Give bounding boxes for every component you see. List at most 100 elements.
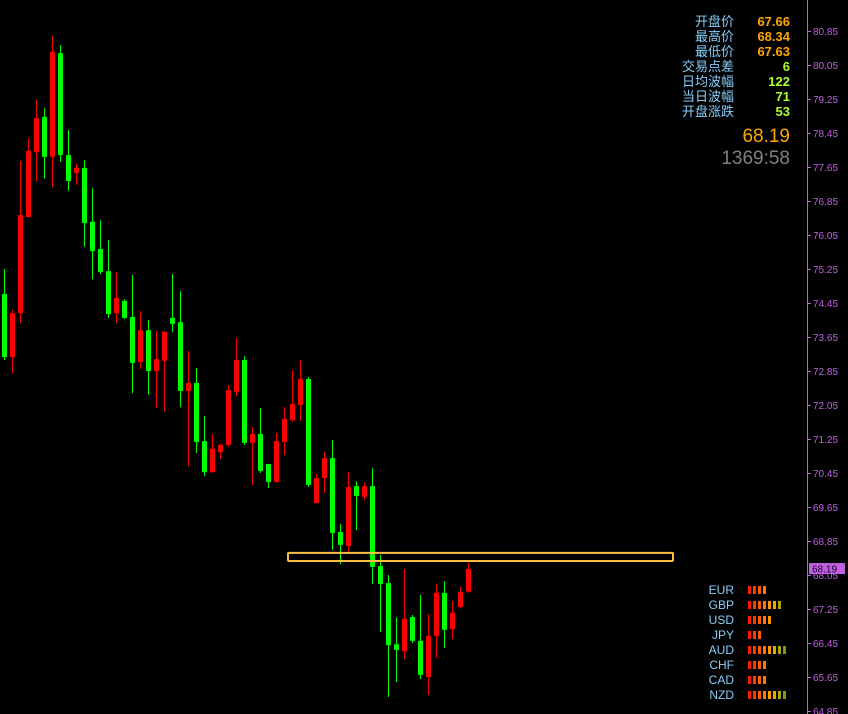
candle-bullish[interactable]: [346, 487, 351, 547]
strength-bar: [748, 615, 751, 624]
candle-bullish[interactable]: [138, 330, 143, 363]
candle-bearish[interactable]: [306, 379, 311, 485]
price-zone-rectangle[interactable]: [287, 551, 674, 562]
candle-bearish[interactable]: [354, 486, 359, 496]
info-value: 53: [775, 104, 790, 119]
candle-bullish[interactable]: [314, 478, 319, 504]
currency-label: EUR: [708, 582, 734, 597]
candle-bullish[interactable]: [458, 592, 463, 607]
candle-bearish[interactable]: [66, 155, 71, 182]
candle-bullish[interactable]: [34, 118, 39, 153]
candle-bullish[interactable]: [74, 167, 79, 173]
candle-bearish[interactable]: [394, 644, 399, 650]
candle-bullish[interactable]: [250, 433, 255, 443]
candle-bullish[interactable]: [290, 404, 295, 420]
info-row: 当日波幅 71: [660, 89, 790, 104]
strength-bar: [758, 615, 761, 624]
candle-bearish[interactable]: [2, 294, 7, 357]
candle-bullish[interactable]: [402, 618, 407, 652]
tick-label: 66.45: [813, 639, 838, 650]
info-value: 67.66: [757, 14, 790, 29]
candle-bullish[interactable]: [274, 441, 279, 482]
candle-bullish[interactable]: [434, 592, 439, 636]
candle-bearish[interactable]: [42, 116, 47, 157]
candle-bearish[interactable]: [170, 317, 175, 324]
candle-bearish[interactable]: [442, 592, 447, 630]
strength-bar: [748, 645, 751, 654]
info-label: 开盘涨跌: [681, 104, 734, 119]
candle-bearish[interactable]: [82, 167, 87, 224]
tick-label: 74.45: [813, 299, 838, 310]
candle-bearish[interactable]: [130, 317, 135, 363]
candle-bullish[interactable]: [298, 379, 303, 405]
candle-bearish[interactable]: [338, 532, 343, 545]
current-price-marker: 68.19: [809, 563, 845, 576]
strength-bar: [773, 600, 776, 609]
strength-bar: [758, 645, 761, 654]
tick-label: 71.25: [813, 435, 838, 446]
candle-bearish[interactable]: [258, 433, 263, 471]
candle-bearish[interactable]: [58, 53, 63, 156]
strength-bar: [778, 600, 781, 609]
candle-bearish[interactable]: [410, 617, 415, 641]
tick-label: 64.85: [813, 707, 838, 714]
tick-label: 65.65: [813, 673, 838, 684]
candle-bullish[interactable]: [26, 150, 31, 218]
info-row: 交易点差 6: [660, 59, 790, 74]
info-label: 交易点差: [681, 59, 734, 74]
candle-bullish[interactable]: [114, 297, 119, 314]
strength-bar: [753, 690, 756, 699]
info-row: 开盘涨跌 53: [660, 104, 790, 119]
candle-bullish[interactable]: [10, 313, 15, 357]
info-value: 122: [768, 74, 790, 89]
candle-bearish[interactable]: [386, 583, 391, 646]
candle-bearish[interactable]: [178, 322, 183, 391]
tick-label: 76.85: [813, 197, 838, 208]
candle-bullish[interactable]: [466, 569, 471, 592]
candle-bearish[interactable]: [418, 640, 423, 675]
candle-bullish[interactable]: [282, 419, 287, 442]
info-value: 6: [782, 59, 790, 74]
tick-label: 80.85: [813, 27, 838, 38]
candle-bearish[interactable]: [370, 486, 375, 567]
candle-bullish[interactable]: [234, 359, 239, 392]
price-axis: 80.85 80.05 79.25 78.45 77.65 76.85 76.05 75.25…: [807, 27, 838, 714]
info-value: 67.63: [757, 44, 790, 59]
candle-bearish[interactable]: [90, 221, 95, 252]
candle-bearish[interactable]: [378, 566, 383, 584]
candle-bearish[interactable]: [202, 441, 207, 473]
candle-bearish[interactable]: [146, 330, 151, 371]
candle-bullish[interactable]: [162, 331, 167, 361]
strength-bar: [748, 585, 751, 594]
strength-bar: [768, 645, 771, 654]
candle-bearish[interactable]: [122, 300, 127, 318]
candle-bearish[interactable]: [266, 464, 271, 482]
currency-row-nzd: NZD: [690, 687, 788, 702]
currency-row-cad: CAD: [690, 672, 788, 687]
candle-bearish[interactable]: [194, 382, 199, 442]
candle-bearish[interactable]: [330, 458, 335, 533]
strength-bar: [773, 690, 776, 699]
tick-label: 69.65: [813, 503, 838, 514]
candle-bullish[interactable]: [210, 448, 215, 473]
candle-bearish[interactable]: [98, 249, 103, 272]
candle-bullish[interactable]: [18, 215, 23, 314]
candle-bearish[interactable]: [106, 271, 111, 315]
strength-bar: [783, 690, 786, 699]
candle-bullish[interactable]: [154, 359, 159, 371]
strength-bar: [753, 645, 756, 654]
candle-bullish[interactable]: [226, 390, 231, 445]
candle-bullish[interactable]: [322, 458, 327, 479]
candle-bullish[interactable]: [450, 612, 455, 629]
currency-row-chf: CHF: [690, 657, 788, 672]
candle-bullish[interactable]: [218, 444, 223, 453]
tick-label: 73.65: [813, 333, 838, 344]
candle-bearish[interactable]: [242, 359, 247, 443]
candle-bullish[interactable]: [362, 486, 367, 497]
strength-bar: [753, 600, 756, 609]
candle-bullish[interactable]: [50, 51, 55, 157]
candle-bullish[interactable]: [426, 635, 431, 677]
candle-bullish[interactable]: [186, 382, 191, 391]
info-label: 日均波幅: [681, 74, 734, 89]
